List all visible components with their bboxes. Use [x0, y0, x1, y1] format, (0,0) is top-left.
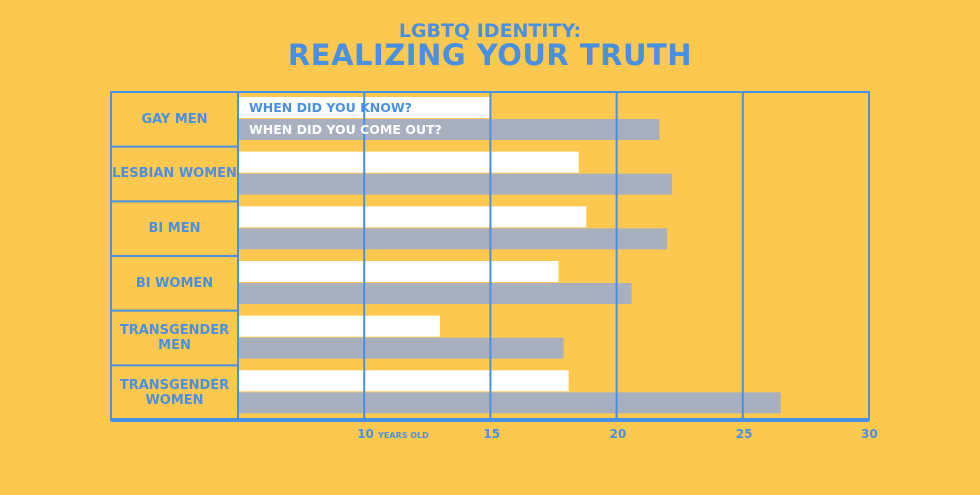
chart-title-line1: LGBTQ IDENTITY:: [398, 20, 582, 42]
x-unit-label: YEARS OLD: [378, 431, 429, 440]
x-tick-value: 30: [861, 427, 878, 441]
category-label: LESBIAN WOMEN: [112, 166, 237, 182]
category-label: GAY MEN: [141, 111, 208, 127]
x-tick-value: 25: [735, 427, 753, 441]
bar-come-out-0: [238, 119, 660, 140]
bar-know-5: [238, 370, 569, 392]
legend-out: WHEN DID YOU COME OUT?: [249, 122, 442, 137]
bar-come-out-4: [238, 337, 564, 359]
bar-come-out-5: [238, 392, 781, 414]
bar-know-3: [238, 261, 559, 282]
category-label: BI WOMEN: [135, 275, 214, 291]
bar-come-out-1: [238, 173, 673, 195]
x-tick-value: 15: [483, 427, 501, 441]
category-label: TRANSGENDER WOMEN: [119, 377, 230, 408]
x-tick-value: 20: [609, 427, 627, 441]
x-tick-label: 15: [483, 427, 500, 441]
bar-come-out-2: [238, 228, 668, 250]
chart-title-line2: REALIZING YOUR TRUTH: [287, 38, 693, 72]
category-label: TRANSGENDER MEN: [119, 322, 230, 353]
x-tick-label: 30: [861, 427, 878, 441]
category-label: BI MEN: [148, 221, 201, 237]
bar-know-1: [238, 151, 579, 173]
x-tick-label: 20: [610, 427, 627, 441]
x-tick-label: 25: [736, 427, 753, 441]
bar-come-out-3: [238, 283, 632, 304]
bar-know-4: [238, 315, 440, 337]
x-tick-label: 10 YEARS OLD: [357, 427, 429, 441]
x-tick-value: 10: [357, 427, 374, 441]
legend-know: WHEN DID YOU KNOW?: [249, 100, 412, 115]
bar-know-2: [238, 206, 587, 228]
